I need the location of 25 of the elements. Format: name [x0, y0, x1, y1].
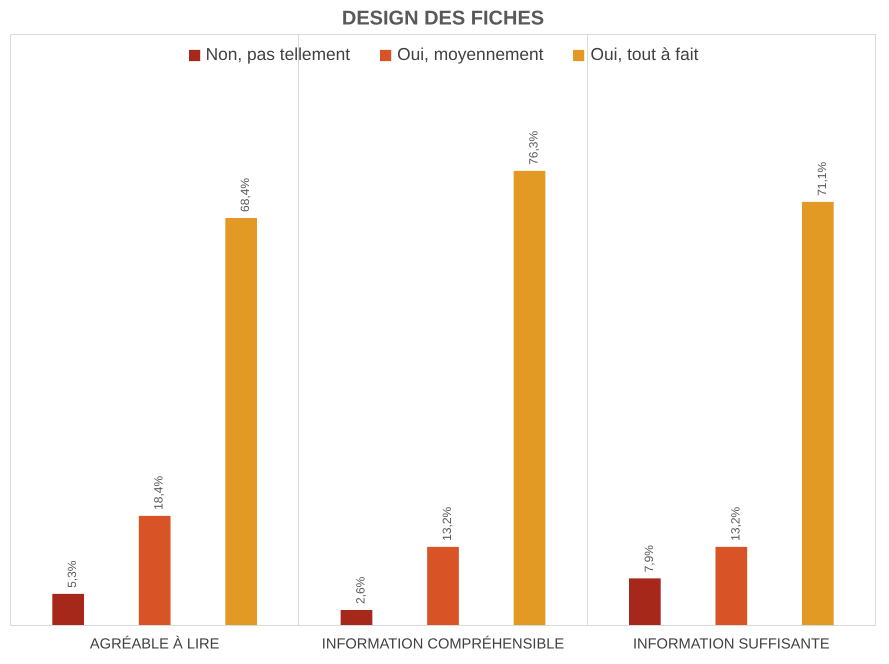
bar [225, 218, 258, 626]
bar [514, 170, 546, 626]
bar [340, 610, 372, 626]
data-label: 18,4% [152, 476, 166, 510]
bar [628, 578, 661, 626]
bar [427, 546, 459, 626]
data-label: 13,2% [440, 506, 454, 541]
legend-label: Oui, moyennement [397, 44, 544, 65]
data-label: 7,9% [642, 544, 656, 572]
bar [715, 546, 748, 626]
bar [802, 202, 834, 626]
x-tick-label: AGRÉABLE À LIRE [90, 636, 220, 652]
data-label: 2,6% [354, 576, 368, 604]
legend-label: Non, pas tellement [206, 44, 350, 65]
data-label: 68,4% [238, 178, 252, 212]
data-label: 76,3% [526, 130, 540, 165]
data-label: 13,2% [728, 506, 742, 541]
data-label: 5,3% [65, 560, 80, 588]
legend-label: Oui, tout à fait [590, 44, 698, 65]
bar [138, 516, 171, 626]
x-tick-label: INFORMATION SUFFISANTE [632, 636, 830, 652]
data-label: 71,1% [814, 162, 829, 196]
chart-title: DESIGN DES FICHES [342, 8, 544, 30]
x-tick-label: INFORMATION COMPRÉHENSIBLE [322, 636, 564, 652]
bar [52, 594, 84, 626]
